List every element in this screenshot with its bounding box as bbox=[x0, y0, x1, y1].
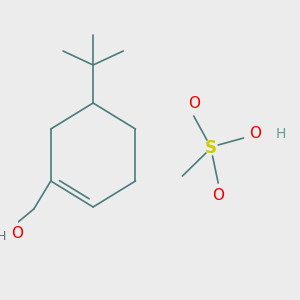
Text: H: H bbox=[0, 230, 7, 242]
Text: O: O bbox=[212, 188, 224, 202]
Text: S: S bbox=[205, 139, 217, 157]
Text: O: O bbox=[249, 127, 261, 142]
Text: O: O bbox=[11, 226, 23, 241]
Text: H: H bbox=[276, 127, 286, 141]
Text: O: O bbox=[188, 97, 200, 112]
